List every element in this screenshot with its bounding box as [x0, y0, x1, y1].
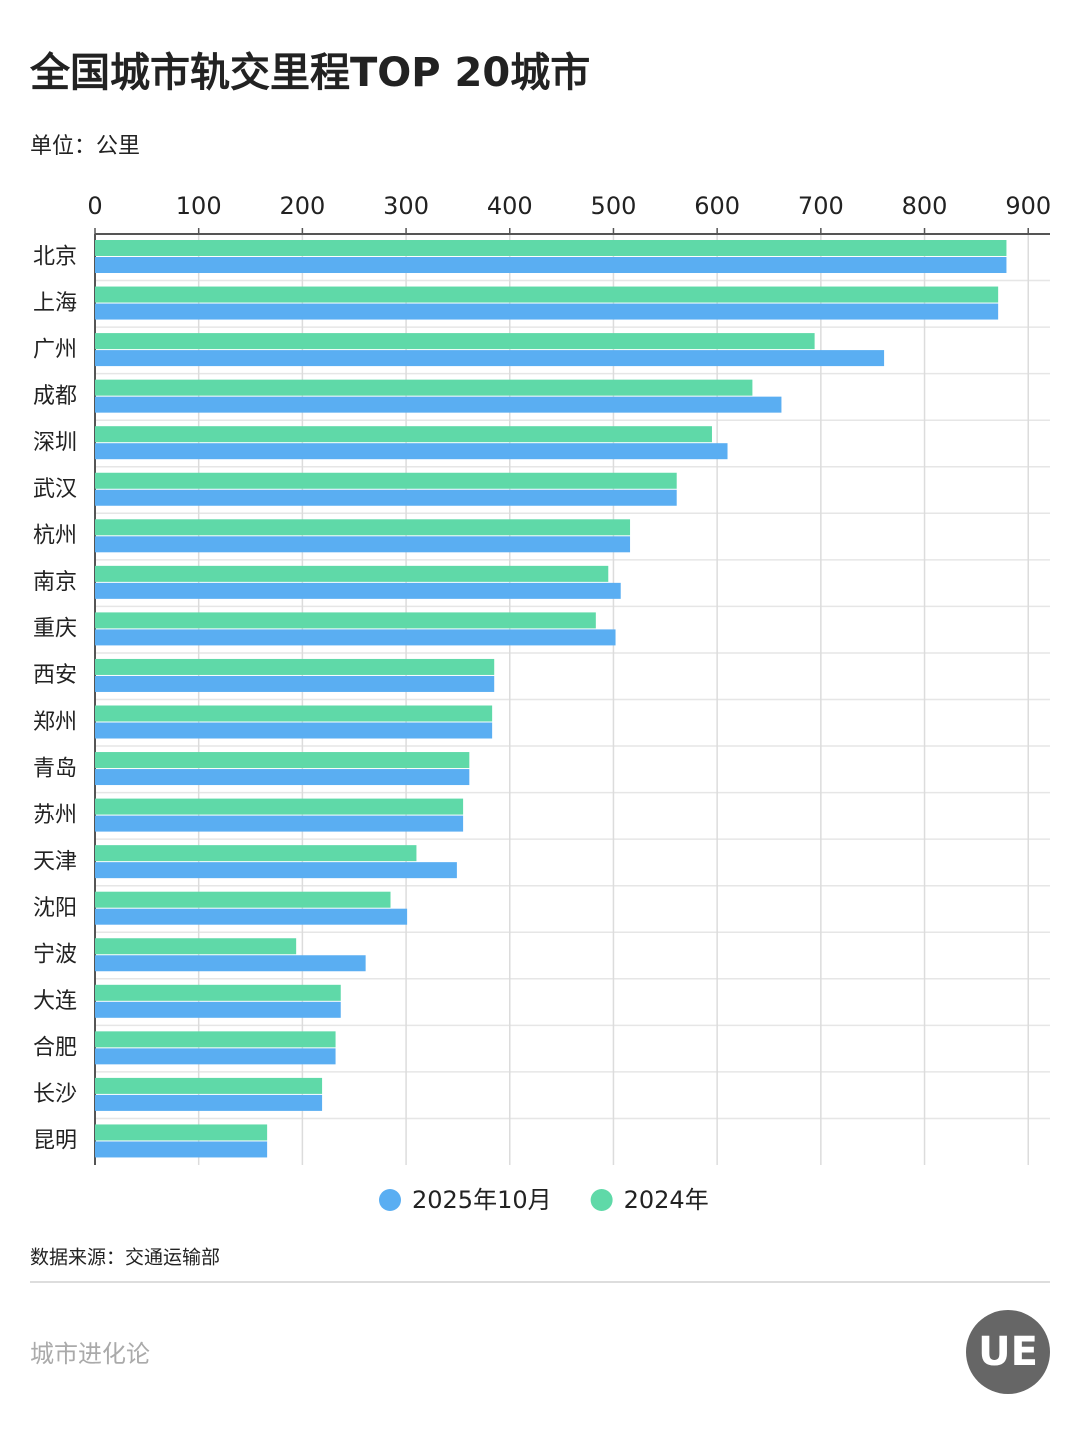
bar [95, 489, 677, 506]
y-tick-label: 天津 [33, 849, 77, 874]
x-tick-label: 700 [798, 192, 844, 220]
x-tick-label: 200 [279, 192, 325, 220]
y-tick-label: 青岛 [33, 756, 77, 781]
bar [95, 519, 631, 536]
x-tick-label: 100 [176, 192, 222, 220]
bar [95, 1077, 323, 1094]
x-tick-label: 300 [383, 192, 429, 220]
bar [95, 1048, 336, 1065]
y-tick-label: 深圳 [33, 430, 77, 455]
y-tick-label: 武汉 [33, 477, 77, 502]
logo [966, 1310, 1050, 1394]
y-tick-label: 广州 [33, 337, 77, 362]
y-tick-label: 沈阳 [33, 896, 77, 921]
bar [95, 350, 885, 367]
y-tick-label: 昆明 [33, 1129, 77, 1154]
bar [95, 908, 408, 925]
x-tick-label: 800 [902, 192, 948, 220]
bar [95, 675, 495, 692]
legend-label: 2025年10月 [412, 1186, 552, 1214]
y-tick-label: 合肥 [33, 1036, 77, 1061]
bar [95, 722, 493, 739]
bar [95, 705, 493, 722]
bar [95, 240, 1007, 256]
bar [95, 938, 297, 955]
y-tick-label: 西安 [33, 663, 77, 688]
y-tick-label: 苏州 [33, 803, 77, 828]
bar [95, 845, 417, 862]
y-tick-label: 宁波 [33, 943, 77, 968]
bar [95, 536, 631, 553]
x-tick-label: 600 [694, 192, 740, 220]
bar [95, 333, 815, 350]
y-tick-label: 郑州 [33, 710, 77, 735]
bar [95, 1124, 268, 1141]
bar [95, 955, 366, 972]
bar [95, 769, 470, 786]
bar [95, 582, 621, 599]
bar [95, 379, 753, 396]
unit-label: 单位：公里 [30, 134, 140, 159]
x-tick-label: 400 [487, 192, 533, 220]
bar [95, 629, 616, 646]
bar [95, 565, 609, 582]
source: 数据来源：交通运输部 [30, 1247, 220, 1269]
legend-swatch [590, 1189, 613, 1211]
logo-text: UE [978, 1329, 1038, 1375]
y-tick-label: 大连 [33, 989, 77, 1014]
bar [95, 612, 596, 629]
bar [95, 443, 728, 460]
x-tick-label: 500 [591, 192, 637, 220]
y-tick-label: 上海 [33, 291, 77, 316]
bar [95, 1141, 268, 1158]
bar [95, 286, 999, 303]
y-tick-label: 南京 [33, 570, 77, 595]
bar [95, 426, 712, 443]
x-tick-label: 0 [87, 192, 102, 220]
bar [95, 472, 677, 489]
bar [95, 1094, 323, 1111]
bar [95, 891, 391, 908]
legend-label: 2024年 [624, 1186, 709, 1214]
bar [95, 752, 470, 769]
bar [95, 303, 999, 320]
y-tick-label: 重庆 [33, 617, 77, 642]
bar [95, 1001, 341, 1018]
bar [95, 658, 495, 675]
legend-swatch [379, 1189, 401, 1211]
y-tick-label: 长沙 [33, 1082, 77, 1107]
x-tick-label: 900 [1005, 192, 1051, 220]
bar [95, 862, 457, 879]
bar [95, 984, 341, 1001]
chart-title: 全国城市轨交里程TOP 20城市 [29, 50, 590, 96]
y-tick-label: 杭州 [33, 524, 77, 549]
bar [95, 815, 464, 832]
bar [95, 798, 464, 815]
bar [95, 396, 782, 413]
y-tick-label: 北京 [33, 244, 77, 269]
bar [95, 257, 1007, 273]
y-tick-label: 成都 [33, 384, 77, 409]
bar [95, 1031, 336, 1048]
brand: 城市进化论 [30, 1340, 150, 1368]
